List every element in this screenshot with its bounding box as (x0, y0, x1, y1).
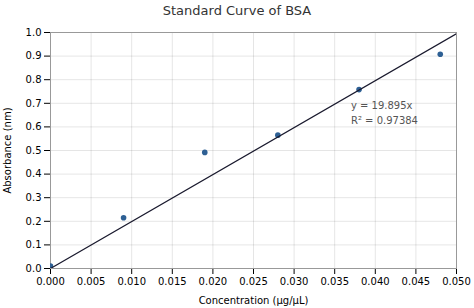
svg-text:0.030: 0.030 (280, 276, 309, 287)
svg-text:Concentration (μg/μL): Concentration (μg/μL) (199, 295, 309, 306)
svg-text:Absorbance (nm): Absorbance (nm) (2, 107, 13, 193)
svg-text:y = 19.895xR² = 0.97384: y = 19.895xR² = 0.97384 (351, 100, 418, 126)
html-text:Standard Curve of BSA: Standard Curve of BSA (162, 3, 312, 18)
svg-text:0.7: 0.7 (26, 98, 42, 109)
svg-text:0.015: 0.015 (158, 276, 187, 287)
svg-text:0.040: 0.040 (361, 276, 390, 287)
svg-text:0.010: 0.010 (117, 276, 146, 287)
svg-text:1.0: 1.0 (26, 27, 42, 38)
svg-text:0.000: 0.000 (36, 276, 65, 287)
svg-text:0.4: 0.4 (26, 168, 42, 179)
svg-text:0.8: 0.8 (26, 74, 42, 85)
svg-text:0.2: 0.2 (26, 216, 42, 227)
svg-text:0.005: 0.005 (77, 276, 106, 287)
svg-text:0.0: 0.0 (26, 263, 42, 274)
svg-text:0.9: 0.9 (26, 50, 42, 61)
svg-text:0.1: 0.1 (26, 239, 42, 250)
svg-text:0.025: 0.025 (239, 276, 268, 287)
svg-text:0.050: 0.050 (442, 276, 471, 287)
svg-text:0.020: 0.020 (199, 276, 228, 287)
svg-text:0.3: 0.3 (26, 192, 42, 203)
svg-text:0.5: 0.5 (26, 145, 42, 156)
svg-text:0.035: 0.035 (320, 276, 349, 287)
svg-text:0.045: 0.045 (402, 276, 431, 287)
svg-text:0.6: 0.6 (26, 121, 42, 132)
